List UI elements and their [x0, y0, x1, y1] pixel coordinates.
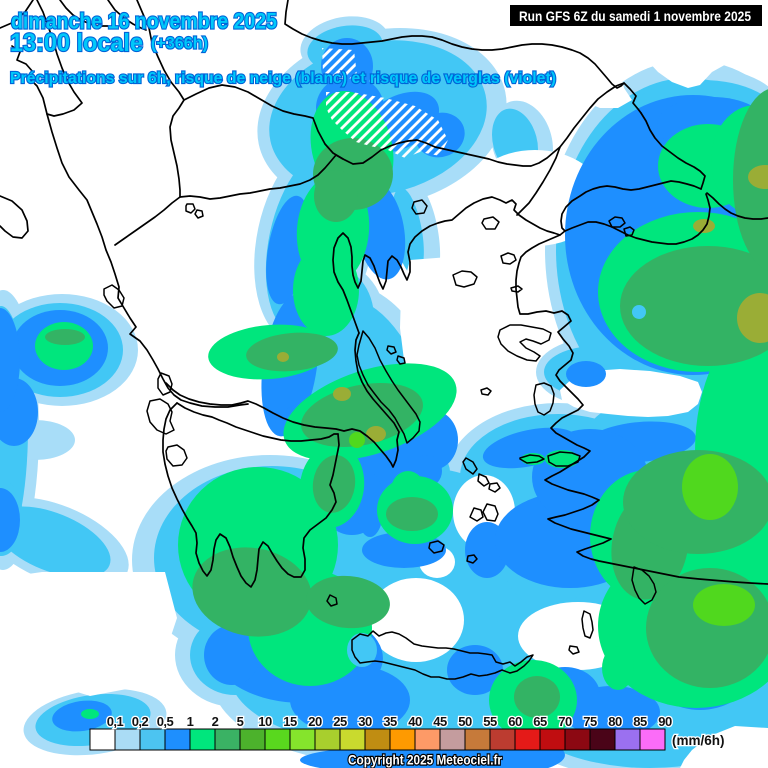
svg-text:Run GFS 6Z du samedi 1 novembr: Run GFS 6Z du samedi 1 novembre 2025 — [519, 8, 751, 24]
svg-text:(mm/6h): (mm/6h) — [672, 733, 725, 748]
svg-text:70: 70 — [558, 714, 572, 729]
svg-text:45: 45 — [433, 714, 447, 729]
svg-text:Copyright 2025 Meteociel.fr: Copyright 2025 Meteociel.fr — [348, 753, 503, 768]
svg-text:0,5: 0,5 — [157, 714, 174, 729]
svg-text:dimanche 16 novembre 2025: dimanche 16 novembre 2025 — [11, 9, 277, 34]
svg-text:35: 35 — [383, 714, 397, 729]
svg-text:30: 30 — [358, 714, 372, 729]
svg-text:75: 75 — [583, 714, 597, 729]
svg-text:25: 25 — [333, 714, 347, 729]
svg-text:55: 55 — [483, 714, 497, 729]
svg-text:85: 85 — [633, 714, 647, 729]
svg-text:5: 5 — [237, 714, 244, 729]
svg-text:50: 50 — [458, 714, 472, 729]
svg-text:13:00 locale: 13:00 locale — [10, 29, 143, 57]
svg-text:2: 2 — [212, 714, 219, 729]
svg-text:80: 80 — [608, 714, 622, 729]
svg-text:15: 15 — [283, 714, 297, 729]
svg-text:0,1: 0,1 — [107, 714, 124, 729]
svg-text:10: 10 — [258, 714, 272, 729]
svg-text:0,2: 0,2 — [132, 714, 149, 729]
svg-text:60: 60 — [508, 714, 522, 729]
svg-text:65: 65 — [533, 714, 547, 729]
svg-text:1: 1 — [187, 714, 194, 729]
svg-text:90: 90 — [658, 714, 672, 729]
svg-text:20: 20 — [308, 714, 322, 729]
svg-text:40: 40 — [408, 714, 422, 729]
svg-text:Précipitations sur 6h, risque: Précipitations sur 6h, risque de neige (… — [10, 70, 556, 87]
svg-text:(+366h): (+366h) — [151, 34, 208, 53]
